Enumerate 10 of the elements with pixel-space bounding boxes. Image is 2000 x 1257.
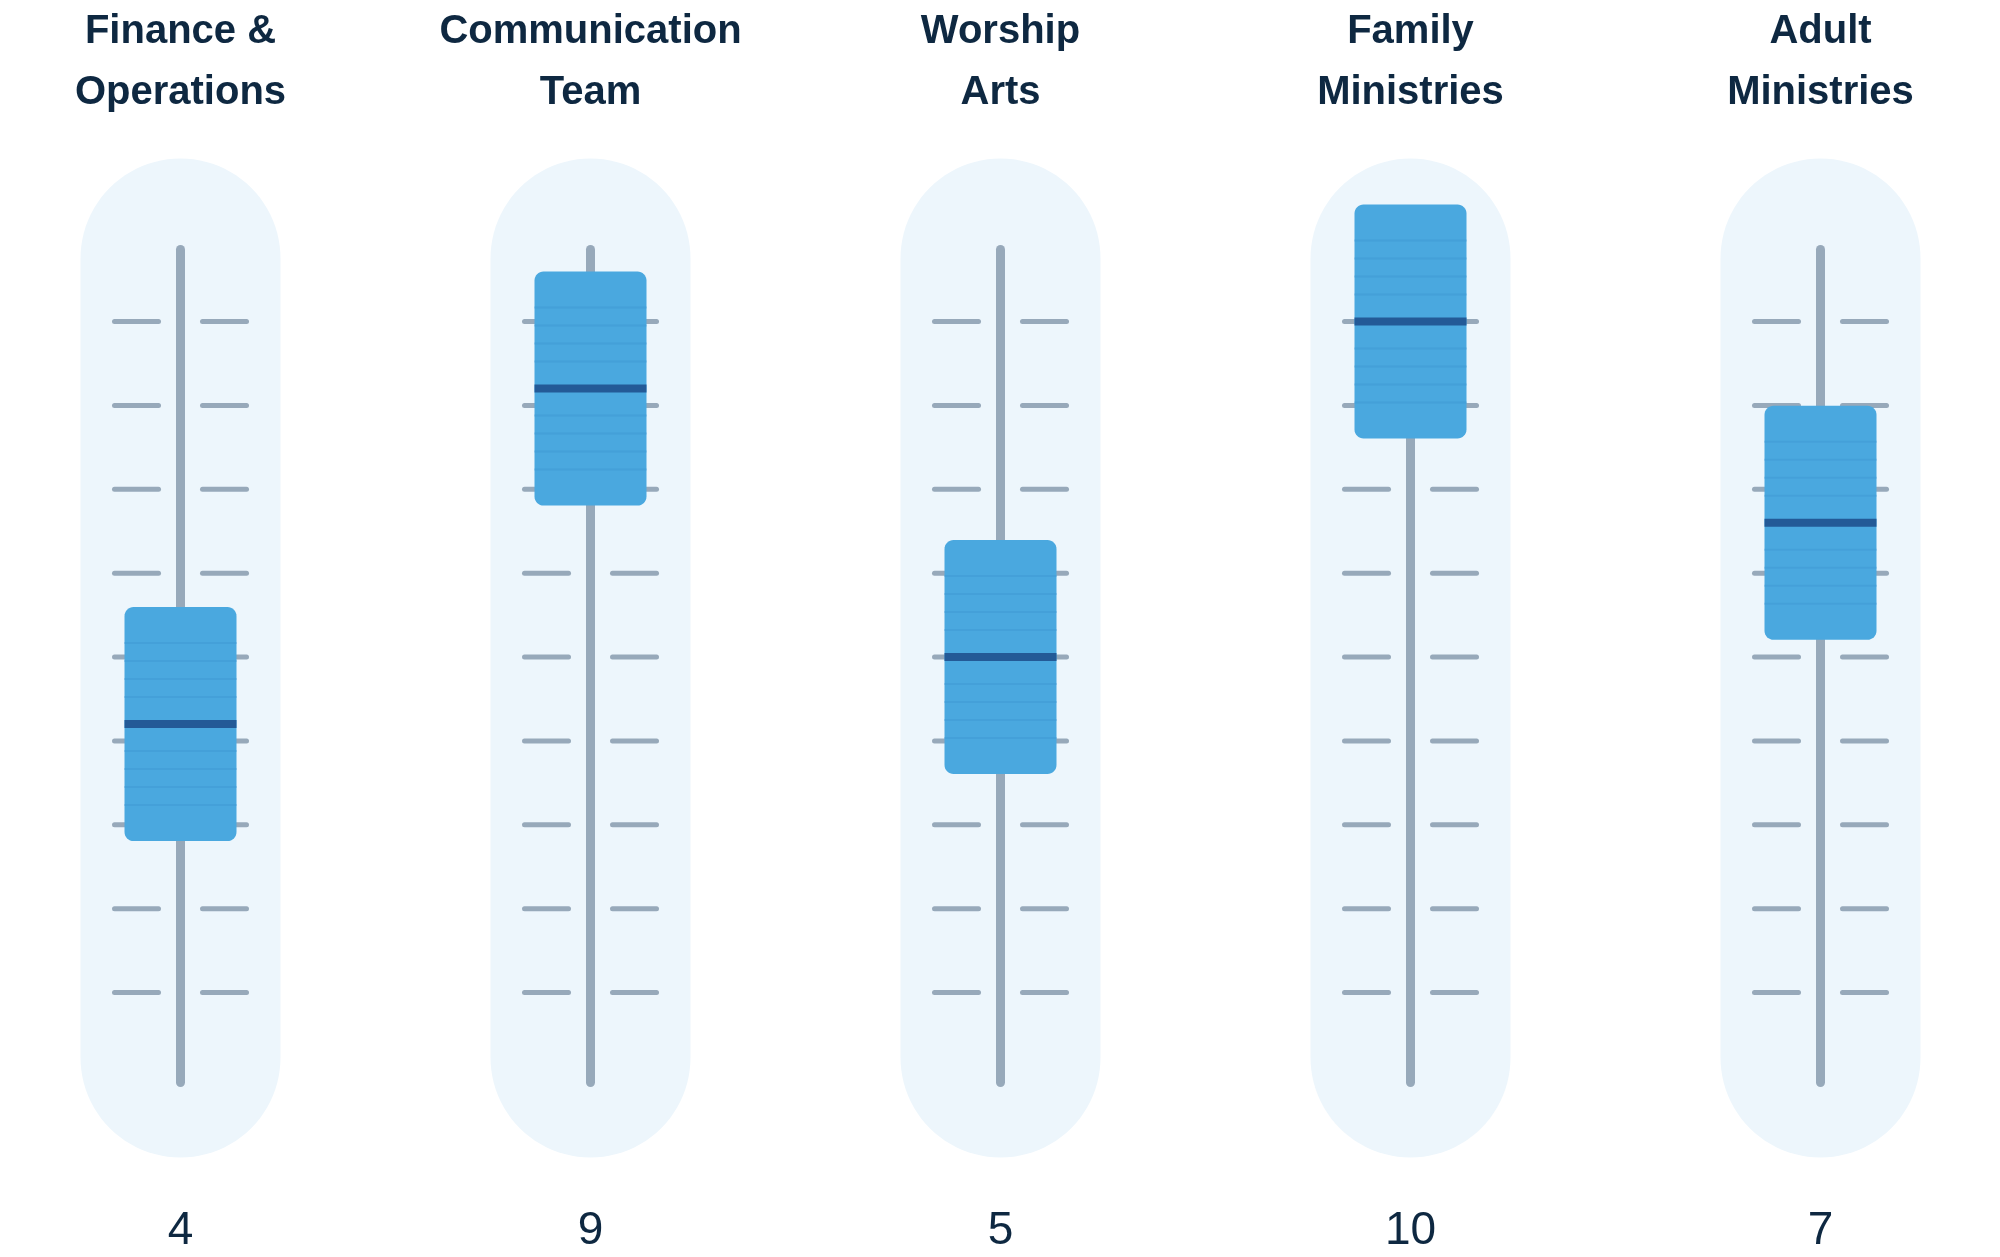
category-label: Communication Team bbox=[439, 6, 742, 112]
data-label: 5 bbox=[987, 1201, 1014, 1254]
category-label: Family Ministries bbox=[1317, 6, 1504, 112]
data-label: 9 bbox=[577, 1201, 604, 1254]
category-label: Worship Arts bbox=[920, 6, 1081, 112]
data-label: 4 bbox=[167, 1201, 194, 1254]
data-label: 10 bbox=[1384, 1201, 1437, 1254]
data-label: 7 bbox=[1807, 1201, 1834, 1254]
category-label: Adult Ministries bbox=[1727, 6, 1914, 112]
category-label: Finance & Operations bbox=[74, 6, 287, 112]
